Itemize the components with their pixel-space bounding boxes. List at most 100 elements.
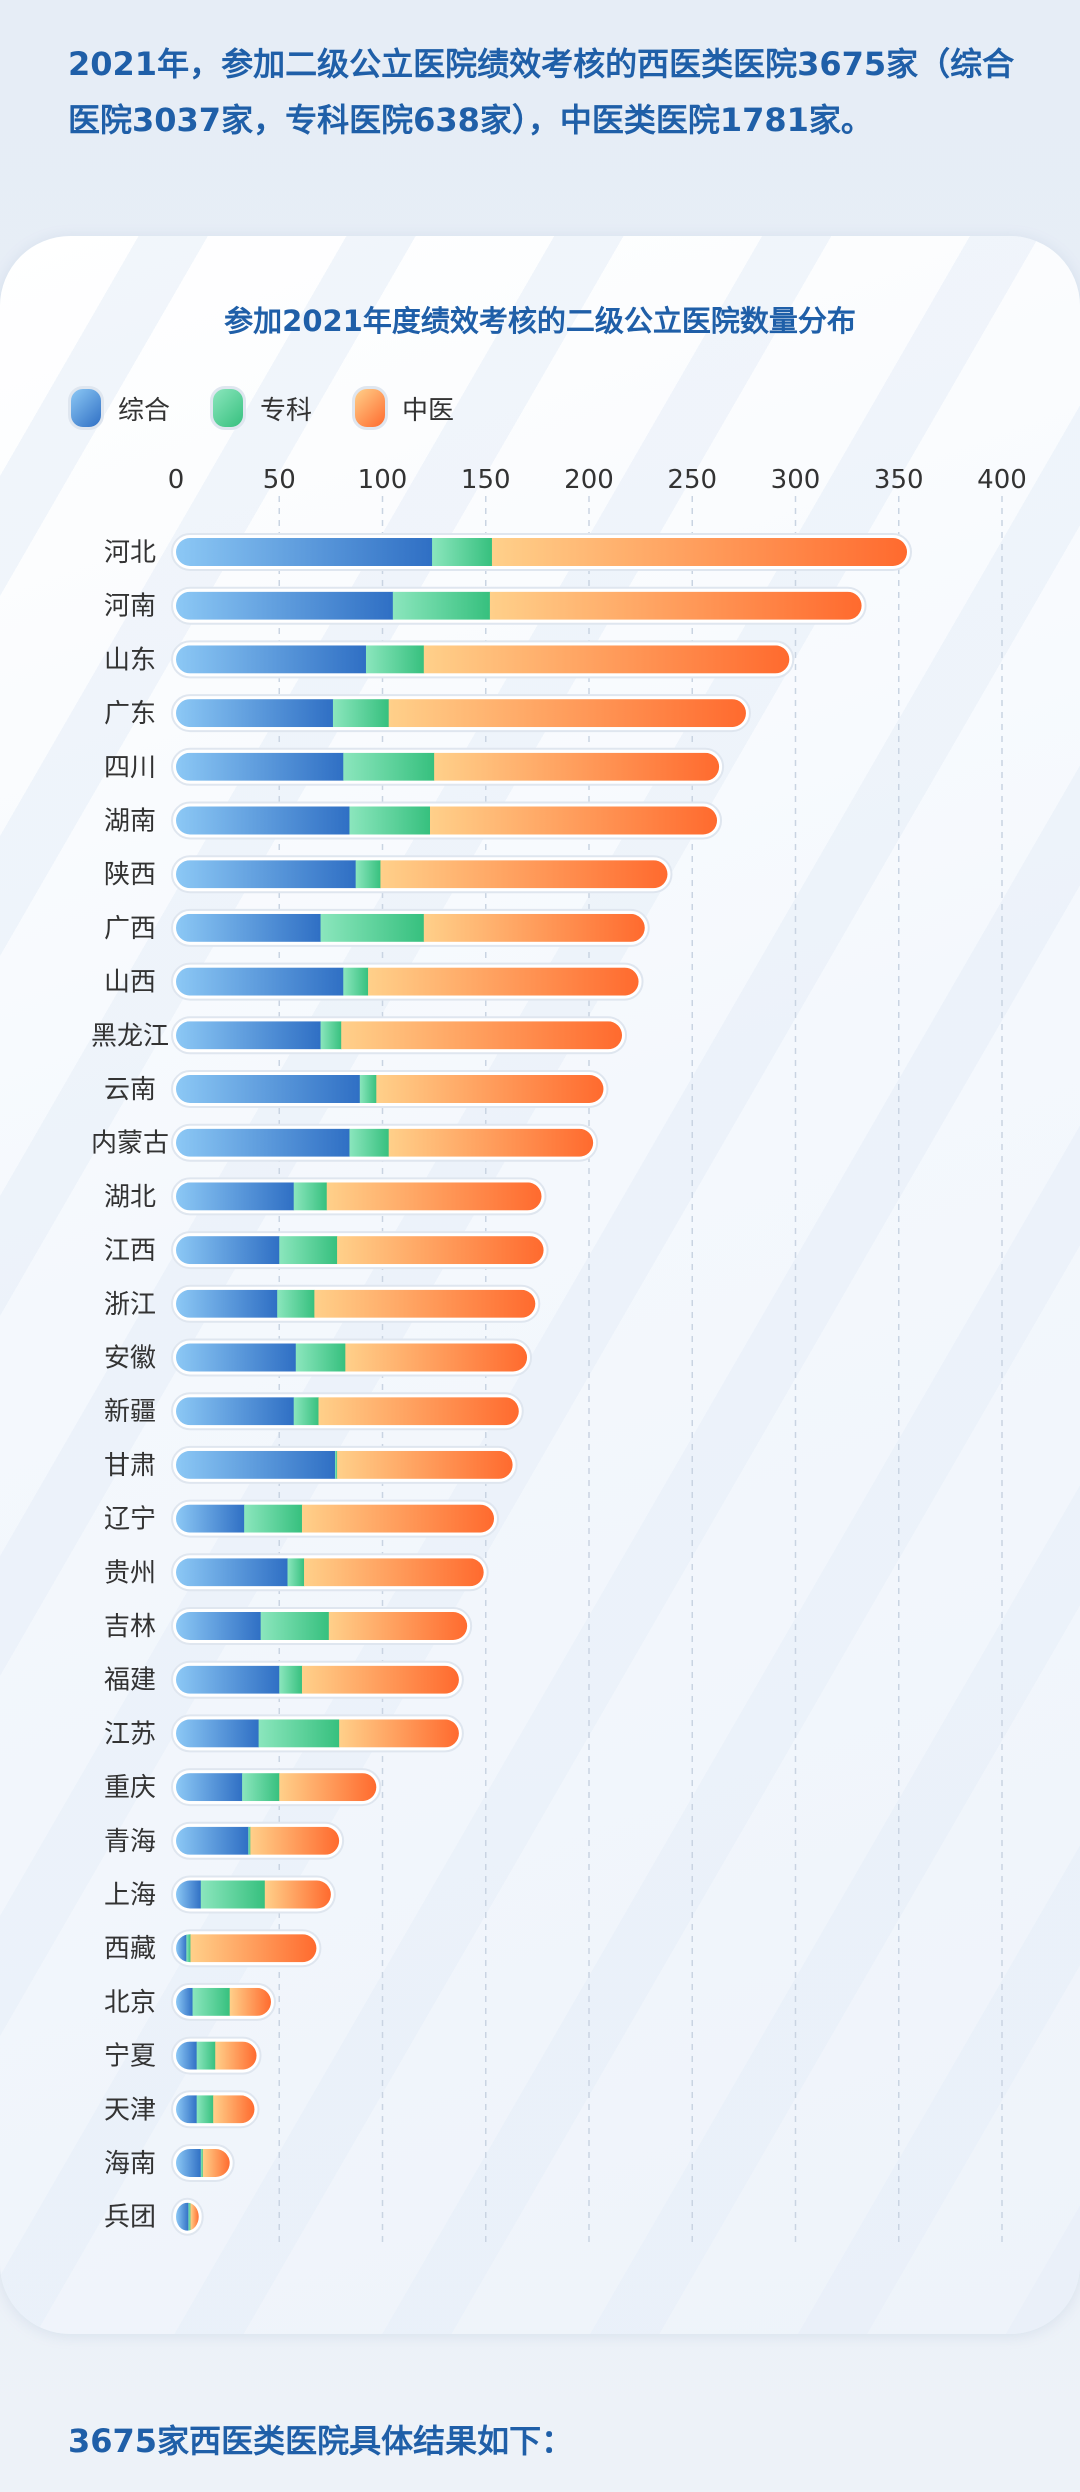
bar-segment-specialty [295, 1343, 346, 1372]
bar-segment-specialty [349, 1128, 390, 1157]
category-label: 云南 [104, 1075, 156, 1105]
bar-segment-specialty [200, 1880, 266, 1909]
bar-segment-tcm [339, 1719, 459, 1748]
bar-segment-tcm [250, 1826, 340, 1855]
bar-row [176, 645, 790, 674]
bar-segment-tcm [489, 591, 862, 620]
bar-segment-specialty [359, 1075, 377, 1103]
bar-segment-specialty [392, 591, 491, 620]
category-label: 黑龙江 [91, 1021, 169, 1051]
category-label: 河南 [104, 592, 156, 622]
bar-segment-specialty [188, 2202, 191, 2231]
bar-segment-tcm [376, 1075, 604, 1103]
category-label: 海南 [104, 2149, 156, 2179]
intro-text: 2021年，参加二级公立医院绩效考核的西医类医院3675家（综合医院3037家，… [68, 45, 1015, 139]
bar-segment-tcm [423, 913, 645, 942]
bar-row [176, 591, 862, 620]
bar-segment-general [176, 1236, 280, 1265]
bar-segment-tcm [434, 752, 720, 781]
bar-segment-tcm [202, 2149, 230, 2177]
bar-segment-tcm [345, 1343, 528, 1372]
bar-segment-general [176, 538, 433, 566]
category-label: 甘肃 [104, 1451, 156, 1481]
bar-row [176, 913, 645, 942]
bar-segment-general [176, 1397, 295, 1426]
bar-segment-tcm [318, 1397, 519, 1426]
category-label: 广东 [104, 699, 156, 729]
chart-legend: 综合 专科 中医 [68, 386, 454, 430]
category-label: 四川 [104, 753, 156, 783]
category-label: 新疆 [104, 1397, 156, 1427]
bar-segment-general [176, 1343, 297, 1372]
bar-segment-specialty [332, 699, 390, 728]
x-tick-label: 0 [168, 465, 185, 495]
bar-segment-tcm [279, 1773, 377, 1802]
bar-segment-tcm [388, 1128, 594, 1157]
x-tick-label: 100 [358, 465, 408, 495]
bar-segment-general [176, 1558, 289, 1587]
category-label: 浙江 [104, 1290, 156, 1320]
category-label: 湖南 [104, 807, 156, 837]
bar-segment-tcm [264, 1880, 331, 1909]
bar-segment-general [176, 967, 344, 996]
bar-segment-tcm [328, 1612, 468, 1640]
x-tick-label: 150 [461, 465, 511, 495]
bar-row [176, 1289, 536, 1318]
bar-row [176, 1397, 519, 1426]
bar-segment-specialty [200, 2149, 204, 2177]
bar-segment-tcm [429, 806, 718, 835]
bar-segment-tcm [337, 1236, 544, 1265]
bar-row [176, 1934, 317, 1963]
bar-segment-tcm [301, 1504, 495, 1533]
bar-row [176, 1236, 544, 1265]
bar-row [176, 1880, 331, 1909]
bar-row [176, 1343, 528, 1372]
bar-segment-general [176, 1719, 260, 1748]
footer-text: 3675家西医类医院具体结果如下： [68, 2422, 574, 2460]
category-label: 北京 [104, 1988, 156, 2018]
bar-row [176, 2149, 230, 2177]
bar-segment-general [176, 1021, 322, 1050]
bar-row [176, 1182, 542, 1211]
bar-segment-specialty [343, 752, 435, 781]
bar-segment-general [176, 1128, 350, 1157]
bar-row [176, 806, 718, 835]
bar-segment-specialty [432, 538, 493, 566]
category-label: 内蒙古 [91, 1129, 169, 1159]
category-label: 西藏 [104, 1934, 156, 1964]
bar-row [176, 538, 908, 566]
bar-segment-general [176, 645, 367, 674]
bar-segment-general [176, 1289, 278, 1318]
category-label: 安徽 [104, 1344, 156, 1374]
bar-segment-general [176, 752, 344, 781]
category-label: 重庆 [104, 1773, 156, 1803]
bar-segment-general [176, 2041, 198, 2070]
category-label: 兵团 [104, 2203, 156, 2233]
category-label: 福建 [104, 1666, 156, 1696]
bar-segment-specialty [279, 1236, 338, 1265]
bar-row [176, 2041, 257, 2070]
bar-segment-general [176, 1612, 262, 1640]
category-label: 宁夏 [104, 2042, 156, 2072]
bar-row [176, 1719, 459, 1748]
category-label: 辽宁 [104, 1505, 156, 1535]
bar-row [176, 1128, 594, 1157]
bar-segment-tcm [190, 2202, 199, 2231]
bar-segment-tcm [388, 699, 746, 728]
legend-swatch-specialty [210, 386, 247, 430]
bar-row [176, 860, 668, 889]
bar-segment-general [176, 913, 322, 942]
bar-segment-general [176, 699, 334, 728]
legend-item-general: 综合 [68, 386, 170, 430]
bar-row [176, 1021, 623, 1050]
bar-segment-specialty [248, 1826, 251, 1855]
bar-segment-specialty [343, 967, 369, 996]
bar-segment-tcm [301, 1665, 459, 1694]
bar-segment-tcm [326, 1182, 542, 1211]
x-tick-label: 400 [977, 465, 1027, 495]
legend-label-tcm: 中医 [402, 395, 455, 426]
category-label: 广西 [104, 914, 156, 944]
x-tick-label: 50 [263, 465, 296, 495]
category-label: 贵州 [104, 1558, 156, 1588]
bar-segment-specialty [320, 913, 425, 942]
